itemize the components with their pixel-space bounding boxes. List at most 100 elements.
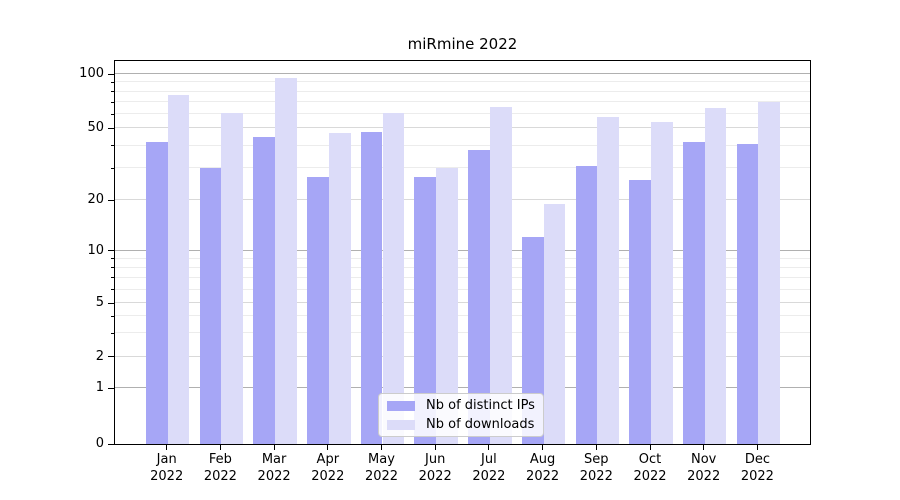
- gridline-minor-30: [115, 167, 810, 169]
- x-tick-mark-dec: [756, 445, 758, 450]
- y-minor-tick-mark-6: [111, 289, 114, 290]
- x-tick-mark-oct: [649, 445, 651, 450]
- y-tick-mark-20: [108, 199, 114, 201]
- y-tick-label-20: 20: [87, 192, 104, 207]
- bar-downloads-dec: [758, 102, 781, 444]
- bar-distinct-ips-feb: [199, 168, 222, 444]
- y-tick-label-5: 5: [95, 295, 104, 311]
- x-tick-label-nov: Nov 2022: [687, 452, 721, 484]
- x-tick-label-apr: Apr 2022: [311, 452, 345, 484]
- x-tick-mark-jun: [434, 445, 436, 450]
- y-tick-mark-5: [108, 302, 114, 304]
- y-tick-label-100: 100: [79, 66, 104, 81]
- y-minor-tick-mark-4: [111, 315, 114, 317]
- x-tick-label-oct: Oct 2022: [633, 452, 667, 484]
- y-tick-label-1: 1: [95, 380, 104, 396]
- bar-distinct-ips-apr: [307, 176, 329, 444]
- gridline-5: [115, 302, 810, 304]
- bar-downloads-apr: [328, 133, 351, 444]
- bar-downloads-jan: [167, 94, 190, 444]
- y-tick-mark-50: [108, 127, 114, 129]
- gridline-minor-6: [115, 288, 810, 290]
- gridline-minor-7: [115, 276, 810, 278]
- x-tick-mark-nov: [703, 445, 705, 450]
- legend-swatch-downloads: [387, 419, 415, 430]
- x-tick-mark-apr: [327, 445, 329, 450]
- bar-distinct-ips-jul: [468, 149, 490, 444]
- gridline-minor-60: [115, 113, 810, 114]
- y-tick-mark-2: [108, 356, 114, 358]
- y-minor-tick-mark-3: [111, 332, 114, 334]
- y-minor-tick-mark-40: [111, 145, 114, 147]
- bar-distinct-ips-mar: [253, 136, 276, 444]
- bar-downloads-sep: [597, 116, 620, 444]
- bar-distinct-ips-jan: [145, 142, 168, 444]
- legend-item-distinct-ips: Nb of distinct IPs: [387, 398, 535, 413]
- gridline-minor-80: [115, 90, 810, 92]
- x-tick-label-jun: Jun 2022: [418, 452, 452, 484]
- legend-item-downloads: Nb of downloads: [387, 417, 535, 432]
- x-tick-label-jul: Jul 2022: [472, 452, 506, 484]
- y-minor-tick-mark-90: [111, 81, 114, 83]
- x-tick-mark-may: [381, 445, 382, 450]
- y-minor-tick-mark-8: [111, 267, 114, 269]
- x-tick-label-aug: Aug 2022: [526, 452, 560, 484]
- gridline-1: [115, 387, 810, 389]
- y-tick-mark-1: [108, 387, 114, 389]
- plot-area: [114, 60, 811, 445]
- gridline-20: [115, 199, 810, 200]
- gridline-minor-9: [115, 257, 810, 259]
- bar-distinct-ips-may: [360, 131, 383, 444]
- x-tick-mark-jan: [166, 445, 168, 450]
- y-tick-label-10: 10: [87, 242, 104, 258]
- bar-downloads-aug: [543, 203, 566, 444]
- x-tick-label-jan: Jan 2022: [150, 452, 184, 484]
- y-minor-tick-mark-7: [111, 277, 114, 279]
- legend-swatch-distinct-ips: [387, 400, 415, 411]
- y-minor-tick-mark-30: [111, 167, 114, 169]
- chart-title: miRmine 2022: [407, 35, 518, 53]
- x-tick-mark-sep: [595, 445, 597, 450]
- y-tick-label-50: 50: [87, 120, 104, 136]
- x-tick-mark-mar: [273, 445, 275, 450]
- y-tick-label-0: 0: [95, 436, 104, 451]
- y-tick-mark-100: [108, 73, 114, 75]
- x-tick-label-dec: Dec 2022: [740, 452, 774, 484]
- bar-downloads-may: [382, 112, 405, 444]
- gridline-10: [115, 249, 810, 251]
- gridline-minor-90: [115, 81, 810, 83]
- y-tick-mark-0: [108, 443, 114, 445]
- bar-distinct-ips-jun: [414, 176, 437, 444]
- legend-label-distinct-ips: Nb of distinct IPs: [426, 398, 535, 413]
- bar-downloads-oct: [651, 122, 673, 444]
- y-minor-tick-mark-60: [111, 113, 114, 115]
- gridline-minor-70: [115, 101, 810, 102]
- x-tick-label-may: May 2022: [364, 452, 399, 484]
- bar-downloads-jun: [436, 168, 458, 444]
- bar-downloads-jul: [489, 106, 512, 444]
- gridline-2: [115, 355, 810, 357]
- legend-label-downloads: Nb of downloads: [426, 417, 535, 432]
- x-tick-label-mar: Mar 2022: [257, 452, 291, 484]
- gridline-minor-40: [115, 144, 810, 146]
- gridline-minor-4: [115, 315, 810, 317]
- gridline-50: [115, 127, 810, 129]
- x-tick-mark-aug: [542, 445, 544, 450]
- x-tick-label-feb: Feb 2022: [203, 452, 237, 484]
- bar-distinct-ips-dec: [736, 143, 759, 444]
- x-tick-mark-jul: [488, 445, 490, 450]
- y-minor-tick-mark-70: [111, 101, 114, 103]
- x-tick-label-sep: Sep 2022: [579, 452, 613, 484]
- x-tick-mark-feb: [219, 445, 221, 450]
- bar-downloads-mar: [275, 78, 297, 444]
- bar-distinct-ips-aug: [521, 237, 544, 444]
- gridline-100: [115, 73, 810, 74]
- y-tick-mark-10: [108, 250, 114, 252]
- bar-distinct-ips-nov: [682, 142, 705, 444]
- bar-downloads-nov: [704, 107, 727, 444]
- legend: Nb of distinct IPs Nb of downloads: [378, 393, 544, 437]
- gridline-minor-3: [115, 332, 810, 334]
- gridline-minor-8: [115, 266, 810, 268]
- y-tick-label-2: 2: [95, 348, 104, 364]
